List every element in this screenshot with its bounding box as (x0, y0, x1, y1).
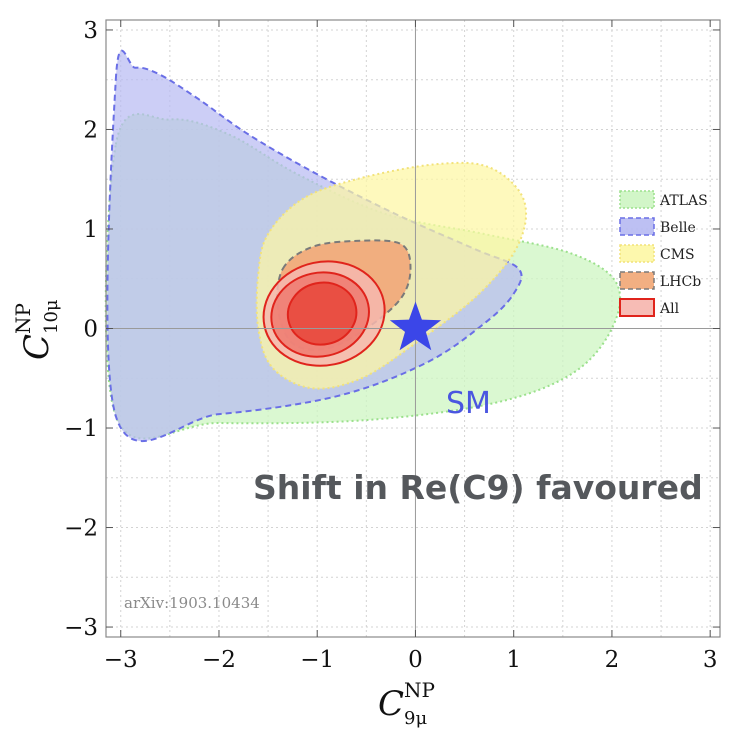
shift-annotation: Shift in Re(C9) favoured (253, 468, 703, 507)
y-axis-label-sup: NP (11, 303, 35, 334)
legend-swatch-atlas (619, 190, 655, 209)
y-tick-label: 1 (83, 217, 98, 243)
legend-swatch-belle (619, 217, 655, 236)
grid (106, 20, 720, 637)
y-tick-label: −1 (64, 416, 98, 442)
x-tick-label: −1 (300, 647, 334, 673)
y-tick-label: −3 (64, 615, 98, 641)
y-tick-label: 2 (83, 117, 98, 143)
contour-regions (104, 49, 622, 442)
legend-label-atlas: ATLAS (659, 193, 708, 209)
y-axis-label-main: C (17, 334, 57, 360)
y-tick-label: 3 (83, 18, 98, 44)
x-axis-label-main: C (378, 684, 404, 724)
legend-swatch-lhcb (619, 271, 655, 290)
sm-label: SM (446, 386, 491, 421)
x-tick-label: 2 (605, 647, 620, 673)
legend-label-cms: CMS (660, 247, 695, 263)
legend: ATLAS Belle CMS LHCb All (619, 190, 708, 317)
x-tick-label: 3 (703, 647, 718, 673)
sm-star-icon (389, 301, 442, 351)
y-tick-label: 0 (83, 317, 98, 343)
x-tick-label: 0 (408, 647, 423, 673)
y-axis-label-sub: 10μ (41, 299, 62, 334)
x-tick-label: −2 (202, 647, 236, 673)
x-tick-label: 1 (506, 647, 521, 673)
region-all-sigma-1 (286, 281, 358, 346)
legend-label-all: All (659, 301, 680, 317)
x-axis-label: C NP 9μ (378, 678, 435, 729)
sm-marker (389, 301, 442, 351)
legend-label-lhcb: LHCb (660, 274, 701, 290)
legend-swatch-all (619, 298, 655, 317)
ticks: −3 −2 −1 0 1 2 3 −3 −2 −1 0 1 2 3 (64, 18, 720, 673)
legend-label-belle: Belle (660, 220, 696, 236)
x-axis-label-sup: NP (404, 678, 435, 702)
y-axis-label: C NP 10μ (11, 299, 62, 360)
x-axis-label-sub: 9μ (404, 708, 427, 729)
legend-swatch-cms (619, 244, 655, 263)
x-tick-label: −3 (104, 647, 138, 673)
y-tick-label: −2 (64, 516, 98, 542)
arxiv-annotation: arXiv:1903.10434 (124, 594, 260, 612)
